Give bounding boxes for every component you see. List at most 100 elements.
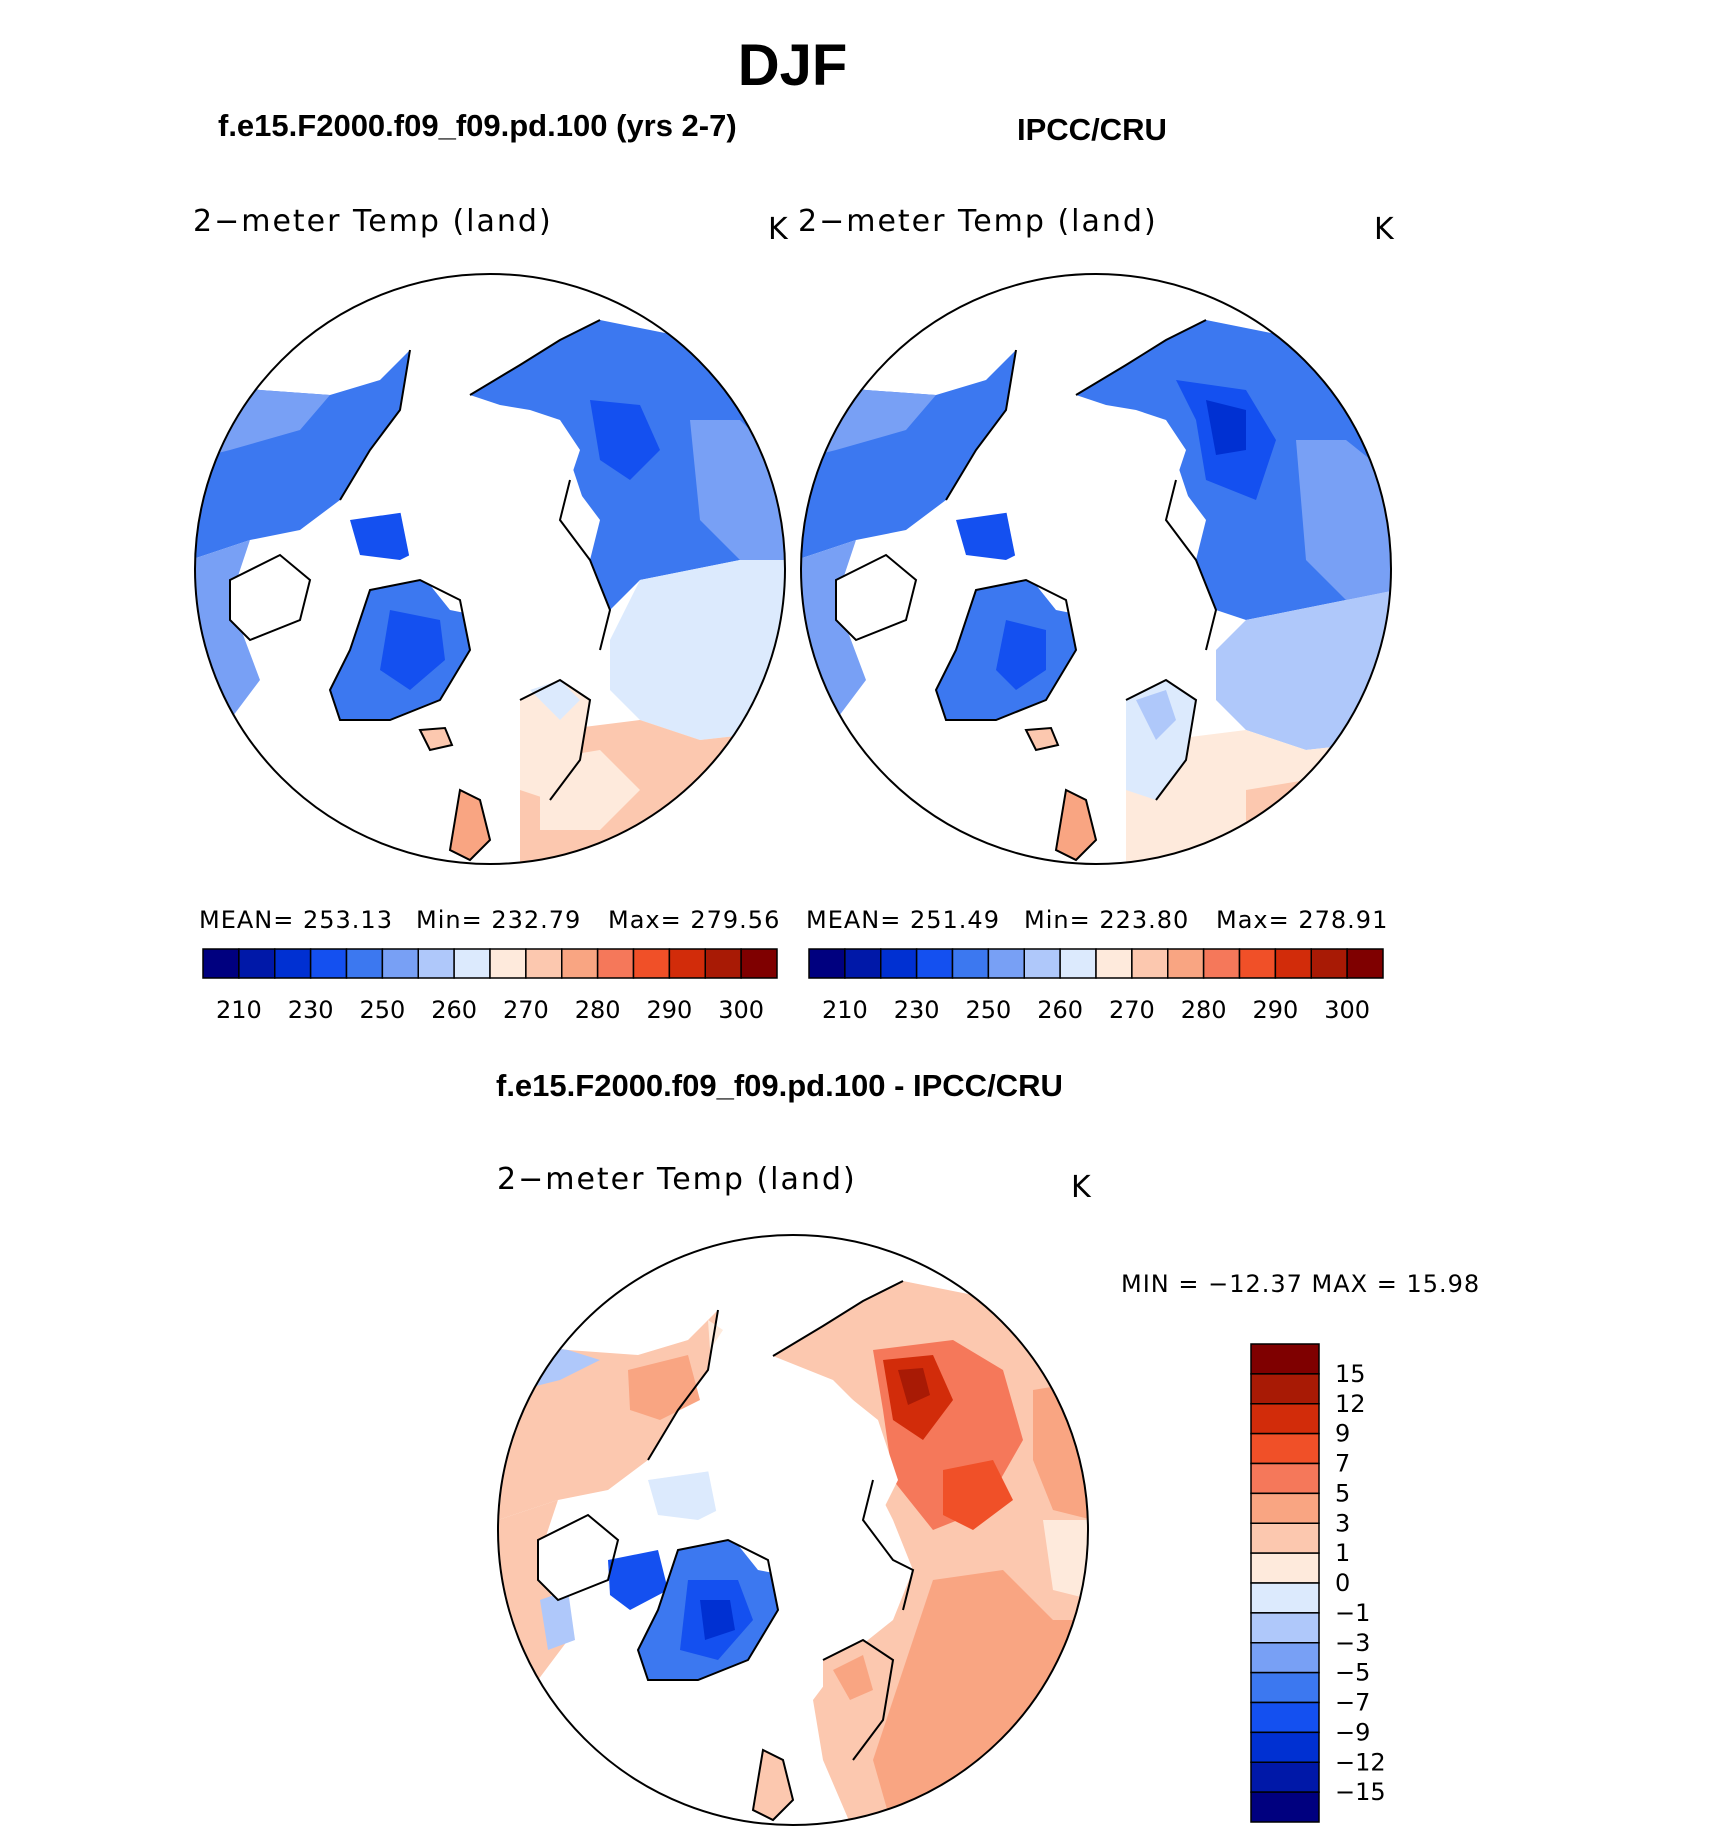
difference-colorbar-box [1250, 1701, 1320, 1734]
model-colorbar-tick-label: 230 [288, 996, 334, 1024]
obs-variable-label: 2−meter Temp (land) [798, 204, 1158, 239]
model-colorbar-box [668, 948, 706, 979]
model-colorbar-tick-label: 270 [503, 996, 549, 1024]
obs-colorbar-box [951, 948, 990, 979]
difference-colorbar-box [1250, 1612, 1320, 1644]
model-colorbar-box [453, 948, 491, 979]
difference-colorbar-box [1250, 1761, 1320, 1793]
model-min: Min= 232.79 [416, 906, 582, 934]
model-colorbar-box [704, 948, 742, 979]
difference-colorbar-box [1250, 1731, 1320, 1763]
difference-colorbar-box [1250, 1671, 1320, 1704]
difference-colorbar-box [1250, 1403, 1320, 1435]
figure-title: DJF [737, 33, 848, 98]
obs-colorbar-box [1238, 948, 1277, 979]
obs-colorbar-tick-label: 260 [1037, 996, 1083, 1024]
obs-colorbar-box [1346, 948, 1384, 979]
model-max: Max= 279.56 [608, 906, 781, 934]
difference-colorbar-tick-label: 12 [1335, 1390, 1366, 1418]
obs-colorbar-tick-label: 230 [894, 996, 940, 1024]
model-mean: MEAN= 253.13 [199, 906, 393, 934]
obs-colorbar-box [808, 948, 846, 979]
obs-mean: MEAN= 251.49 [806, 906, 1000, 934]
model-case-title: f.e15.F2000.f09_f09.pd.100 (yrs 2-7) [218, 108, 737, 143]
model-colorbar-box [274, 948, 312, 979]
model-colorbar-box [596, 948, 635, 979]
difference-colorbar-tick-label: −1 [1335, 1599, 1370, 1627]
model-colorbar-box [525, 948, 563, 979]
obs-colorbar-tick-label: 250 [965, 996, 1011, 1024]
difference-colorbar-tick-label: −12 [1335, 1748, 1386, 1776]
difference-colorbar-tick-label: 0 [1335, 1569, 1350, 1597]
model-colorbar-box [309, 948, 348, 979]
difference-colorbar-tick-label: 3 [1335, 1509, 1350, 1537]
difference-minmax: MIN = −12.37 MAX = 15.98 [1121, 1270, 1481, 1298]
obs-colorbar: 210 230 250 260 270 280 290 300 [808, 948, 1384, 1024]
obs-colorbar-box [1310, 948, 1348, 979]
model-variable-label: 2−meter Temp (land) [193, 204, 553, 239]
difference-colorbar-box [1250, 1552, 1320, 1584]
obs-max: Max= 278.91 [1216, 906, 1389, 934]
obs-colorbar-tick-label: 280 [1181, 996, 1227, 1024]
obs-colorbar-tick-label: 300 [1324, 996, 1370, 1024]
model-colorbar-tick-label: 250 [359, 996, 405, 1024]
difference-colorbar-tick-label: −5 [1335, 1659, 1370, 1687]
obs-units-label: K [1374, 212, 1396, 247]
obs-polar-map [800, 273, 1392, 865]
difference-colorbar-tick-label: −9 [1335, 1718, 1370, 1746]
model-colorbar-box [238, 948, 276, 979]
obs-colorbar-box [1131, 948, 1169, 979]
obs-colorbar-box [915, 948, 954, 979]
difference-variable-label: 2−meter Temp (land) [497, 1162, 857, 1197]
difference-colorbar-tick-label: 15 [1335, 1360, 1366, 1388]
obs-case-title: IPCC/CRU [1017, 112, 1167, 147]
difference-colorbar-tick-label: −7 [1335, 1689, 1370, 1717]
difference-colorbar-box [1250, 1373, 1320, 1405]
obs-colorbar-box [1202, 948, 1241, 979]
obs-colorbar-box [1023, 948, 1061, 979]
obs-min: Min= 223.80 [1024, 906, 1190, 934]
difference-colorbar-box [1250, 1492, 1320, 1524]
difference-units-label: K [1071, 1170, 1093, 1205]
difference-colorbar-tick-label: 9 [1335, 1420, 1350, 1448]
difference-colorbar-box [1250, 1343, 1320, 1375]
difference-colorbar-tick-label: 5 [1335, 1479, 1350, 1507]
difference-polar-map [497, 1234, 1089, 1826]
difference-title: f.e15.F2000.f09_f09.pd.100 - IPCC/CRU [496, 1068, 1063, 1103]
obs-colorbar-box [987, 948, 1025, 979]
model-colorbar: 210 230 250 260 270 280 290 300 [202, 948, 778, 1024]
model-colorbar-box [489, 948, 527, 979]
model-colorbar-box [561, 948, 599, 979]
obs-colorbar-box [1095, 948, 1133, 979]
obs-colorbar-box [880, 948, 918, 979]
model-colorbar-tick-label: 260 [431, 996, 477, 1024]
difference-colorbar-tick-label: 7 [1335, 1450, 1350, 1478]
model-polar-map [194, 273, 786, 865]
difference-colorbar-box [1250, 1462, 1320, 1495]
obs-colorbar-tick-label: 210 [822, 996, 868, 1024]
obs-colorbar-tick-label: 270 [1109, 996, 1155, 1024]
obs-colorbar-box [1167, 948, 1205, 979]
obs-colorbar-box [1274, 948, 1312, 979]
model-colorbar-tick-label: 300 [718, 996, 764, 1024]
difference-colorbar-box [1250, 1791, 1320, 1823]
difference-colorbar-tick-label: 1 [1335, 1539, 1350, 1567]
model-colorbar-tick-label: 290 [646, 996, 692, 1024]
difference-colorbar-box [1250, 1642, 1320, 1674]
model-colorbar-box [632, 948, 671, 979]
model-colorbar-tick-label: 280 [575, 996, 621, 1024]
model-colorbar-tick-label: 210 [216, 996, 262, 1024]
model-colorbar-box [381, 948, 419, 979]
model-colorbar-box [202, 948, 240, 979]
obs-colorbar-box [844, 948, 882, 979]
obs-colorbar-box [1059, 948, 1097, 979]
difference-colorbar-tick-label: −15 [1335, 1778, 1386, 1806]
model-units-label: K [768, 212, 790, 247]
difference-colorbar-box [1250, 1582, 1320, 1614]
difference-colorbar-tick-label: −3 [1335, 1629, 1370, 1657]
obs-colorbar-tick-label: 290 [1252, 996, 1298, 1024]
model-colorbar-box [740, 948, 778, 979]
difference-colorbar-box [1250, 1522, 1320, 1554]
